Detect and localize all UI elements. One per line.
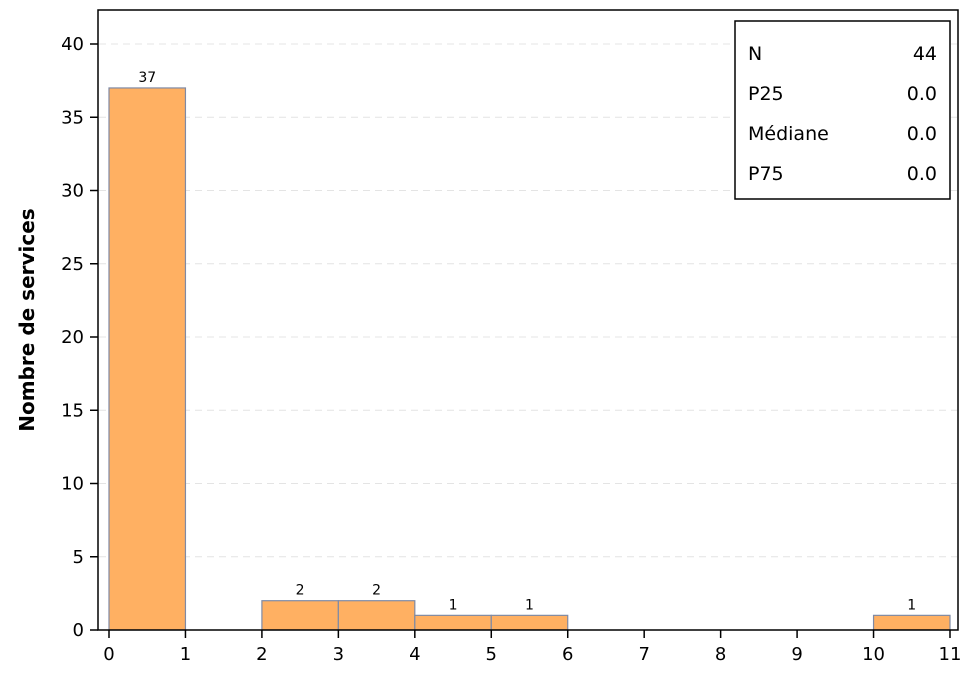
y-tick-label-20: 20 xyxy=(61,327,84,348)
y-tick-label-25: 25 xyxy=(61,254,84,275)
x-tick-label-9: 9 xyxy=(791,644,802,665)
x-tick-label-7: 7 xyxy=(638,644,649,665)
x-tick-label-5: 5 xyxy=(486,644,497,665)
stat-value-0: 44 xyxy=(913,43,937,65)
y-tick-label-10: 10 xyxy=(61,474,84,495)
stat-label-2: Médiane xyxy=(748,123,829,145)
y-tick-label-30: 30 xyxy=(61,181,84,202)
y-tick-label-5: 5 xyxy=(73,547,84,568)
stat-label-1: P25 xyxy=(748,83,784,105)
x-tick-label-6: 6 xyxy=(562,644,573,665)
bar-data-label-0: 37 xyxy=(138,70,156,86)
stats-box: N 44 P25 0.0 Médiane 0.0 P75 0.0 xyxy=(734,20,951,200)
histogram-bar-4 xyxy=(490,614,569,631)
plot-frame xyxy=(97,9,959,631)
bar-data-label-1: 2 xyxy=(296,583,305,599)
histogram-bar-1 xyxy=(261,600,339,631)
x-tick-label-2: 2 xyxy=(256,644,267,665)
x-tick-label-1: 1 xyxy=(180,644,191,665)
y-tick-label-35: 35 xyxy=(61,107,84,128)
bars xyxy=(108,87,951,631)
y-axis-title: Nombre de services xyxy=(15,208,39,431)
y-tick-label-15: 15 xyxy=(61,400,84,421)
x-tick-label-11: 11 xyxy=(939,644,962,665)
stat-value-3: 0.0 xyxy=(907,163,937,185)
bar-data-label-3: 1 xyxy=(449,597,458,613)
histogram-bar-0 xyxy=(108,87,187,631)
y-tick-label-0: 0 xyxy=(73,620,84,641)
bar-data-labels: 37 2 2 1 1 1 xyxy=(138,70,916,613)
y-tick-label-40: 40 xyxy=(61,34,84,55)
bar-data-label-5: 1 xyxy=(907,597,916,613)
stats-box-frame xyxy=(734,20,951,200)
histogram-bar-5 xyxy=(872,614,951,631)
x-tick-label-8: 8 xyxy=(715,644,726,665)
bar-data-label-4: 1 xyxy=(525,597,534,613)
x-tick-label-0: 0 xyxy=(103,644,114,665)
histogram-bar-3 xyxy=(414,614,492,631)
stat-value-2: 0.0 xyxy=(907,123,937,145)
stat-label-0: N xyxy=(748,43,762,65)
stat-value-1: 0.0 xyxy=(907,83,937,105)
histogram-bar-2 xyxy=(337,600,416,631)
x-axis-ticks: 0 1 2 3 4 5 6 7 8 9 10 11 xyxy=(103,630,961,665)
x-tick-label-10: 10 xyxy=(862,644,885,665)
y-axis-ticks: 0 5 10 15 20 25 30 35 40 xyxy=(61,34,98,641)
bar-data-label-2: 2 xyxy=(372,583,381,599)
x-tick-label-3: 3 xyxy=(333,644,344,665)
x-tick-label-4: 4 xyxy=(409,644,420,665)
stat-label-3: P75 xyxy=(748,163,784,185)
